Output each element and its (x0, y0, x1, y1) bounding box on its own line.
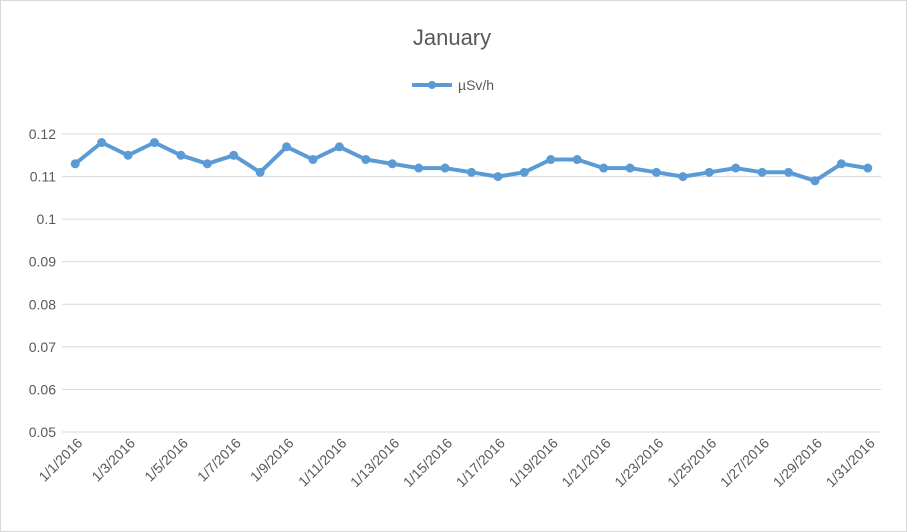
series-layer (70, 138, 873, 186)
legend-point-marker (428, 81, 436, 89)
data-point (414, 163, 424, 173)
data-point (387, 159, 397, 169)
data-point (757, 167, 767, 177)
data-point (546, 155, 556, 165)
x-axis-tick-labels: 1/1/2016 1/3/2016 1/5/2016 1/7/2016 1/9/2016… (35, 435, 878, 491)
y-tick-label: 0.1 (37, 211, 57, 227)
data-point (123, 150, 133, 160)
y-tick-label: 0.08 (29, 296, 56, 312)
y-tick-label: 0.06 (29, 381, 56, 397)
data-point (493, 172, 503, 182)
x-tick-label: 1/13/2016 (347, 435, 403, 491)
data-point (308, 155, 318, 165)
x-tick-label: 1/1/2016 (35, 435, 85, 485)
data-point (810, 176, 820, 186)
x-tick-label: 1/17/2016 (453, 435, 509, 491)
y-tick-label: 0.07 (29, 339, 56, 355)
x-tick-label: 1/19/2016 (506, 435, 562, 491)
y-tick-label: 0.09 (29, 254, 56, 270)
legend-label: µSv/h (458, 77, 494, 93)
data-point (572, 155, 582, 165)
gridlines (62, 133, 881, 433)
data-point (863, 163, 873, 173)
data-point (334, 142, 344, 152)
data-point (651, 167, 661, 177)
y-tick-label: 0.12 (29, 126, 56, 142)
x-tick-label: 1/21/2016 (558, 435, 614, 491)
y-tick-label: 0.05 (29, 424, 56, 440)
data-point (704, 167, 714, 177)
x-tick-label: 1/15/2016 (400, 435, 456, 491)
data-point (625, 163, 635, 173)
data-point (202, 159, 212, 169)
x-tick-label: 1/23/2016 (611, 435, 667, 491)
data-point (440, 163, 450, 173)
data-point (519, 167, 529, 177)
data-point (467, 167, 476, 177)
data-point (361, 155, 371, 165)
data-point (149, 138, 159, 148)
chart-title: January (413, 25, 491, 50)
x-tick-label: 1/3/2016 (88, 435, 138, 485)
x-tick-label: 1/27/2016 (717, 435, 773, 491)
data-point (255, 167, 265, 177)
legend: µSv/h (412, 77, 494, 93)
data-point (97, 138, 107, 148)
x-tick-label: 1/31/2016 (823, 435, 879, 491)
data-point (70, 159, 80, 169)
data-point (731, 163, 741, 173)
data-point (282, 142, 292, 152)
data-point (678, 172, 688, 182)
x-tick-label: 1/9/2016 (247, 435, 297, 485)
x-tick-label: 1/11/2016 (295, 435, 350, 490)
x-tick-label: 1/5/2016 (141, 435, 191, 485)
x-tick-label: 1/29/2016 (770, 435, 826, 491)
y-axis-tick-labels: 0.05 0.06 0.07 0.08 0.09 0.1 0.11 0.12 (29, 126, 56, 440)
y-tick-label: 0.11 (30, 169, 56, 185)
data-point (784, 167, 794, 177)
data-point (836, 159, 846, 169)
x-tick-label: 1/25/2016 (664, 435, 720, 491)
data-point (599, 163, 609, 173)
data-point (176, 150, 186, 160)
data-point (229, 150, 239, 160)
x-tick-label: 1/7/2016 (194, 435, 244, 485)
